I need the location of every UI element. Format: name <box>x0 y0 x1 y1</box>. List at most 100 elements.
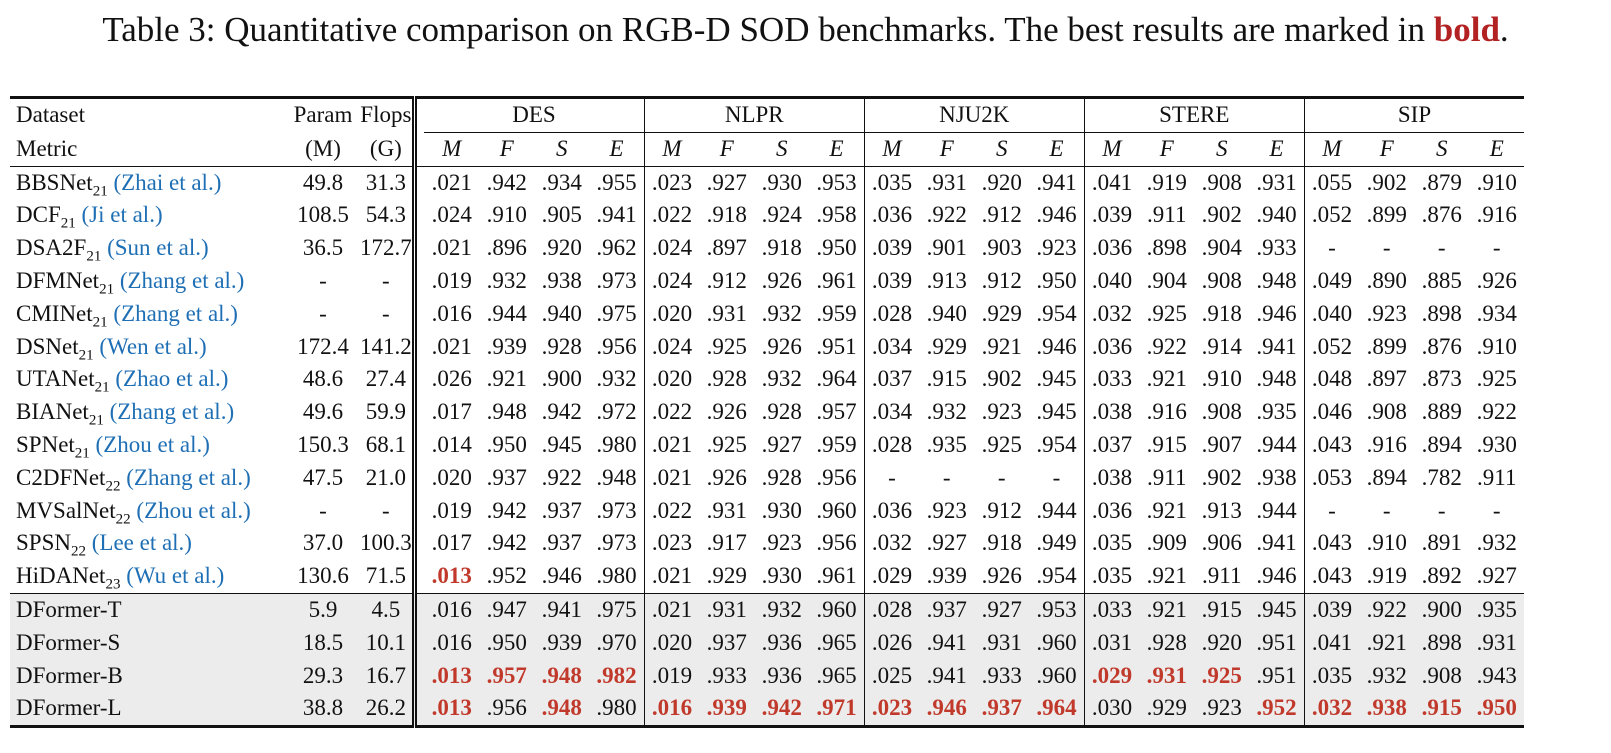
score-cell: - <box>1328 497 1336 523</box>
score-cell: .928 <box>541 333 582 359</box>
score-cell: .951 <box>809 330 865 364</box>
table-row: SPNet21 (Zhou et al.) 150.3 68.1 .014 .950 .9… <box>10 428 1524 462</box>
score-cell: .037 <box>1091 431 1133 457</box>
results-body: BBSNet21 (Zhai et al.) 49.8 31.3.021.942.9… <box>10 165 1525 729</box>
score-cell: .940 <box>541 300 582 326</box>
score-cell: .892 <box>1421 563 1462 589</box>
score-cell: .973 <box>589 264 645 298</box>
score-cell: .959 <box>809 428 865 462</box>
citation-link[interactable]: (Zhang et al.) <box>126 464 251 490</box>
score-cell: .957 <box>479 659 535 693</box>
score-cell: .918 <box>761 235 802 261</box>
citation-link[interactable]: (Zhou et al.) <box>136 497 251 523</box>
param-cell: - <box>319 300 327 326</box>
citation-link[interactable]: (Ji et al.) <box>81 202 163 228</box>
score-cell: .950 <box>479 626 535 660</box>
score-cell: .033 <box>1084 592 1140 627</box>
score-cell: .942 <box>754 692 810 729</box>
score-cell: .013 <box>424 659 480 693</box>
citation-link[interactable]: (Sun et al.) <box>107 235 209 261</box>
score-cell: .028 <box>864 592 920 627</box>
citation-link[interactable]: (Zhang et al.) <box>109 399 235 425</box>
score-cell: .022 <box>651 202 693 228</box>
method-label: BBSNet <box>16 169 93 195</box>
method-label: DCF <box>16 202 61 228</box>
metric-header-nlpr-f: F <box>719 135 734 161</box>
score-cell: .926 <box>761 267 802 293</box>
score-cell: .909 <box>1146 530 1187 556</box>
flops-cell: 26.2 <box>360 692 417 729</box>
score-cell: .931 <box>1139 659 1195 693</box>
citation-link[interactable]: (Zhao et al.) <box>115 366 229 392</box>
score-cell: .980 <box>589 428 645 462</box>
flops-cell: 16.7 <box>360 659 417 693</box>
score-cell: .016 <box>431 300 472 326</box>
flops-cell: 71.5 <box>360 560 417 594</box>
metric-header-nju2k-e: E <box>1029 132 1085 167</box>
score-cell: .932 <box>761 366 802 392</box>
score-cell: .939 <box>534 626 590 660</box>
method-year: 21 <box>74 445 90 462</box>
citation-link[interactable]: (Zhang et al.) <box>119 267 245 293</box>
score-cell: .022 <box>651 399 693 425</box>
score-cell: .957 <box>809 396 865 429</box>
param-cell: 172.4 <box>297 333 349 359</box>
score-cell: .933 <box>974 659 1030 693</box>
method-label: MVSalNet <box>16 497 116 523</box>
score-cell: .939 <box>926 563 967 589</box>
citation-link[interactable]: (Zhou et al.) <box>95 431 210 457</box>
score-cell: .935 <box>926 431 967 457</box>
citation-link[interactable]: (Zhang et al.) <box>113 300 238 326</box>
score-cell: .934 <box>534 165 590 200</box>
citation-link[interactable]: (Wen et al.) <box>99 333 207 359</box>
score-cell: .020 <box>644 626 700 660</box>
score-cell: - <box>1382 235 1391 261</box>
score-cell: .921 <box>1359 626 1415 660</box>
score-cell: .938 <box>1249 461 1305 495</box>
score-cell: .939 <box>699 692 755 729</box>
score-cell: .035 <box>864 165 920 200</box>
header-flops-unit: (G) <box>360 132 417 167</box>
flops-cell: 100.3 <box>360 527 417 561</box>
score-cell: .973 <box>589 527 645 561</box>
score-cell: .973 <box>589 494 645 528</box>
score-cell: .953 <box>809 165 865 200</box>
score-cell: .038 <box>1091 464 1133 490</box>
method-label: DFormer-B <box>16 662 123 688</box>
score-cell: .948 <box>534 659 590 693</box>
method-year: 22 <box>105 478 121 495</box>
score-cell: .918 <box>706 202 747 228</box>
score-cell: .908 <box>1201 399 1242 425</box>
score-cell: .022 <box>651 497 693 523</box>
score-cell: .020 <box>651 300 693 326</box>
score-cell: .894 <box>1366 464 1407 490</box>
flops-cell: 59.9 <box>360 396 417 429</box>
method-name: BIANet21 (Zhang et al.) <box>10 396 286 429</box>
score-cell: .925 <box>1146 300 1187 326</box>
score-cell: .910 <box>486 202 527 228</box>
score-cell: .946 <box>1029 199 1085 233</box>
score-cell: .940 <box>1249 199 1305 233</box>
score-cell: .910 <box>1469 165 1525 200</box>
method-name: C2DFNet22 (Zhang et al.) <box>10 462 286 495</box>
score-cell: .033 <box>1091 366 1133 392</box>
score-cell: .926 <box>981 563 1022 589</box>
score-cell: .036 <box>871 202 913 228</box>
header-dataset-des: DES <box>424 96 645 133</box>
header-param-label: Param <box>286 96 360 133</box>
header-flops-label: Flops <box>360 96 417 133</box>
citation-link[interactable]: (Wu et al.) <box>126 563 225 589</box>
method-label: SPNet <box>16 431 75 457</box>
score-cell: - <box>888 464 896 490</box>
method-label: DFormer-S <box>16 629 121 655</box>
score-cell: .942 <box>486 497 527 523</box>
citation-link[interactable]: (Lee et al.) <box>91 530 192 556</box>
citation-link[interactable]: (Zhai et al.) <box>113 169 222 195</box>
score-cell: .931 <box>919 165 975 200</box>
score-cell: .920 <box>1194 626 1250 660</box>
score-cell: .980 <box>589 692 645 729</box>
score-cell: .024 <box>431 202 472 228</box>
score-cell: .922 <box>926 202 967 228</box>
metric-header-sip-f: F <box>1379 135 1394 161</box>
score-cell: .948 <box>486 399 527 425</box>
